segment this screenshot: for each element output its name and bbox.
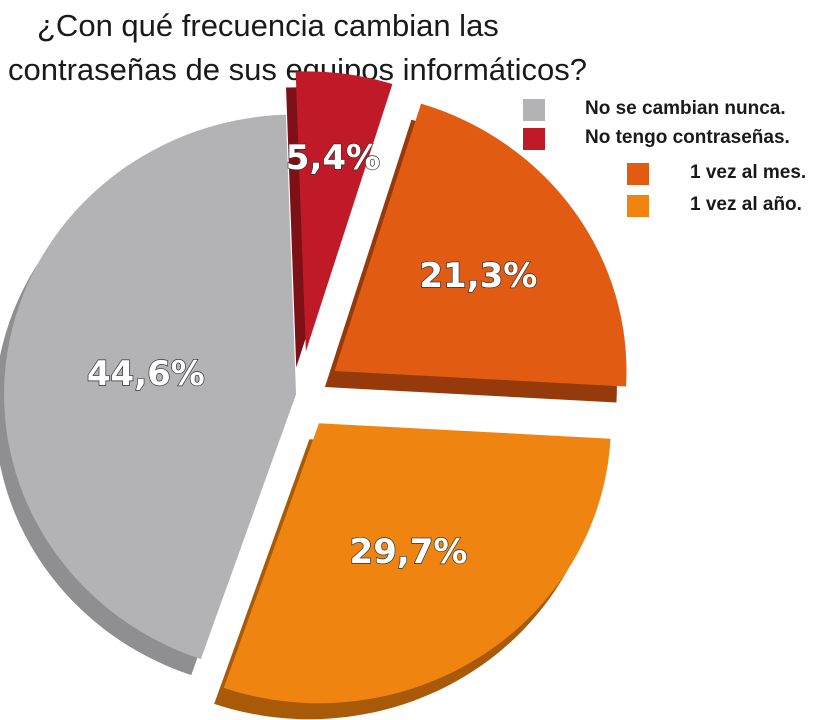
slice-labels: 44,6% 5,4% 21,3% 29,7% xyxy=(86,137,538,572)
slice-tops xyxy=(4,71,627,704)
legend-label-no-se-cambian: No se cambian nunca. xyxy=(585,98,786,119)
legend-label-mes: 1 vez al mes. xyxy=(690,162,807,183)
slice-mes xyxy=(334,103,627,387)
slice-label-no-tengo: 5,4% xyxy=(286,138,380,178)
slice-no-tengo xyxy=(295,71,393,352)
chart-title-line-1: ¿Con qué frecuencia cambian las xyxy=(37,8,499,43)
legend-item-no-tengo: No tengo contraseñas. xyxy=(515,125,825,153)
slice-label-no-se-cambian: 44,6% xyxy=(87,354,205,394)
legend-item-ano: 1 vez al año. xyxy=(515,192,825,220)
legend-swatch-no-se-cambian xyxy=(523,99,545,121)
legend-label-ano: 1 vez al año. xyxy=(690,194,802,215)
legend-swatch-mes xyxy=(627,163,649,185)
slice-ano xyxy=(223,423,611,704)
slice-label-mes: 21,3% xyxy=(419,256,537,296)
legend-item-mes: 1 vez al mes. xyxy=(515,160,825,188)
slice-no-se-cambian xyxy=(4,114,297,660)
legend-swatch-no-tengo xyxy=(523,128,545,150)
legend-swatch-ano xyxy=(627,195,649,217)
slice-label-ano: 29,7% xyxy=(350,532,468,572)
legend-item-no-se-cambian: No se cambian nunca. xyxy=(515,96,825,124)
chart-title: ¿Con qué frecuencia cambian las contrase… xyxy=(8,4,648,92)
legend-label-no-tengo: No tengo contraseñas. xyxy=(585,127,790,148)
